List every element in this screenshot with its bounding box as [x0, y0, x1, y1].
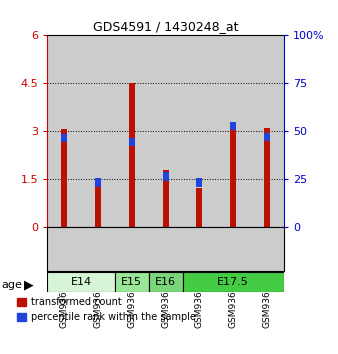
- Text: age: age: [2, 280, 23, 290]
- Bar: [129, 138, 135, 146]
- Bar: [163, 170, 169, 227]
- Text: E16: E16: [155, 277, 176, 287]
- Bar: [196, 188, 202, 227]
- Text: ▶: ▶: [24, 278, 34, 291]
- Bar: [47, 35, 81, 227]
- Bar: [149, 272, 183, 292]
- Bar: [216, 35, 250, 227]
- Bar: [115, 272, 149, 292]
- Bar: [183, 35, 216, 227]
- Text: E17.5: E17.5: [217, 277, 249, 287]
- Text: E14: E14: [71, 277, 92, 287]
- Bar: [163, 172, 169, 181]
- Bar: [196, 178, 202, 187]
- Bar: [81, 35, 115, 227]
- Bar: [149, 35, 183, 227]
- Bar: [183, 272, 284, 292]
- Text: E15: E15: [121, 277, 142, 287]
- Bar: [264, 129, 270, 227]
- Bar: [61, 134, 67, 142]
- Title: GDS4591 / 1430248_at: GDS4591 / 1430248_at: [93, 20, 238, 33]
- Bar: [61, 130, 67, 227]
- Bar: [250, 35, 284, 227]
- Bar: [230, 122, 236, 130]
- Bar: [95, 186, 101, 227]
- Bar: [230, 126, 236, 227]
- Legend: transformed count, percentile rank within the sample: transformed count, percentile rank withi…: [17, 297, 195, 322]
- Bar: [264, 133, 270, 142]
- Bar: [95, 178, 101, 187]
- Bar: [47, 272, 115, 292]
- Bar: [115, 35, 149, 227]
- Bar: [129, 82, 135, 227]
